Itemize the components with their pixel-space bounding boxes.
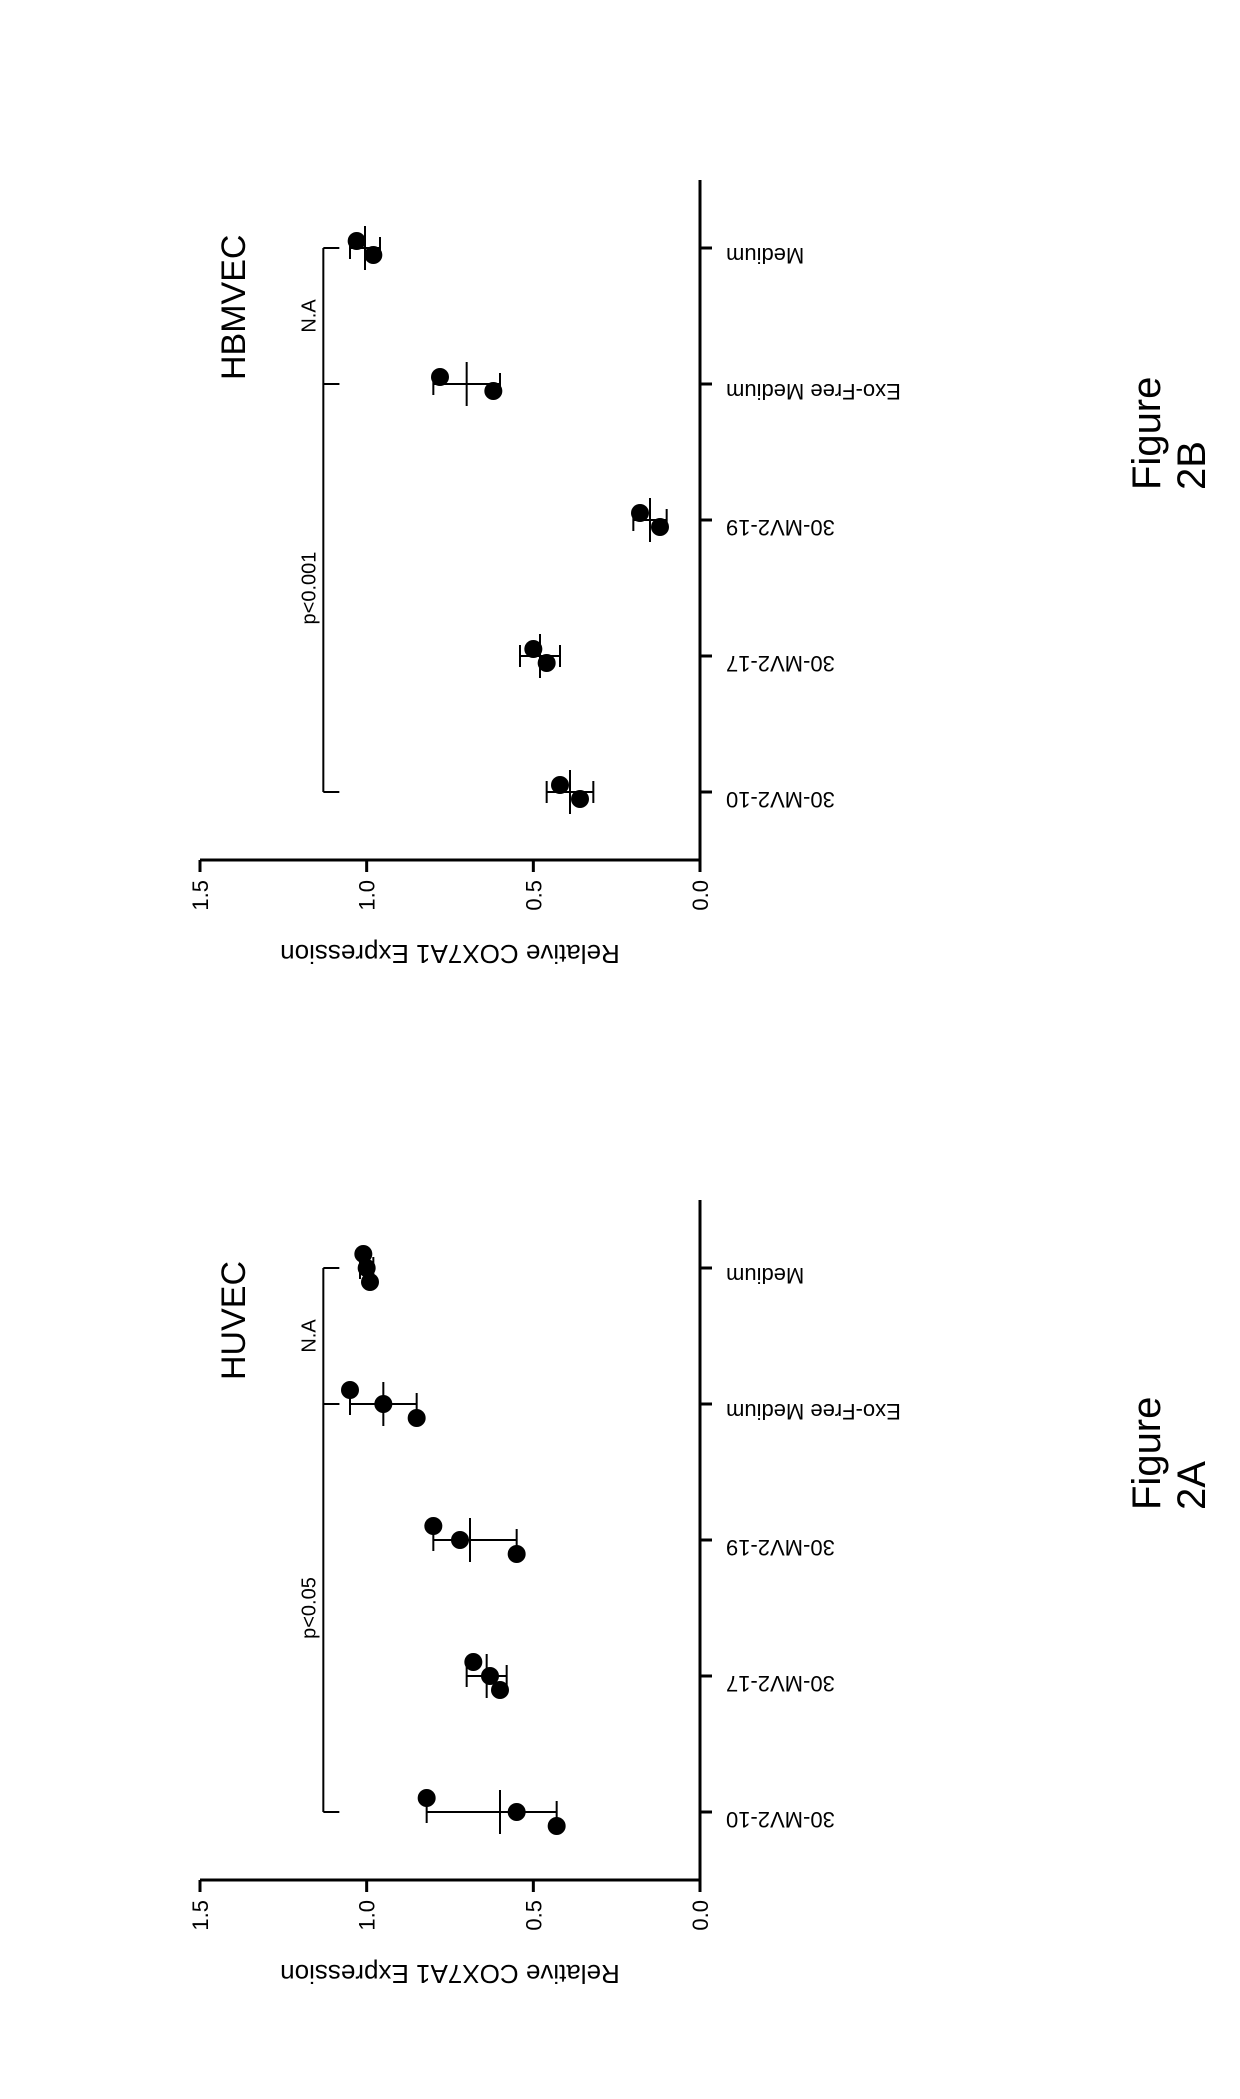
page: 0.0 0.5 1.0 1.5 Relative COX7A1 Expression 30…	[0, 0, 1240, 2099]
svg-text:0.5: 0.5	[521, 880, 546, 911]
svg-text:Relative COX7A1 Expression: Relative COX7A1 Expression	[280, 1959, 620, 1989]
svg-text:1.5: 1.5	[188, 1900, 213, 1931]
svg-text:Exo-Free Medium: Exo-Free Medium	[726, 1399, 901, 1424]
svg-text:0.0: 0.0	[688, 880, 713, 911]
svg-text:1.0: 1.0	[355, 1900, 380, 1931]
svg-text:30-MV2-17: 30-MV2-17	[726, 1671, 835, 1696]
figure-b-title: HBMVEC	[215, 235, 254, 380]
svg-text:p<0.001: p<0.001	[298, 552, 320, 625]
figure-a: 0.0 0.5 1.0 1.5 Relative COX7A1 Expression 30…	[120, 1100, 1020, 2000]
chart-b-svg: 0.0 0.5 1.0 1.5 Relative COX7A1 Expression 30…	[120, 80, 1020, 980]
figure-b: 0.0 0.5 1.0 1.5 Relative COX7A1 Expression 30…	[120, 80, 1020, 980]
svg-text:30-MV2-19: 30-MV2-19	[726, 515, 835, 540]
svg-text:1.0: 1.0	[355, 880, 380, 911]
svg-text:30-MV2-17: 30-MV2-17	[726, 651, 835, 676]
figure-b-label: Figure 2B	[1125, 375, 1215, 490]
svg-text:0.0: 0.0	[688, 1900, 713, 1931]
figure-a-label: Figure 2A	[1125, 1395, 1215, 1510]
svg-text:p<0.05: p<0.05	[298, 1577, 320, 1639]
svg-text:Exo-Free Medium: Exo-Free Medium	[726, 379, 901, 404]
svg-text:Relative COX7A1 Expression: Relative COX7A1 Expression	[280, 939, 620, 969]
svg-text:Medium: Medium	[726, 1263, 804, 1288]
svg-text:30-MV2-10: 30-MV2-10	[726, 787, 835, 812]
figure-a-title: HUVEC	[215, 1261, 254, 1380]
chart-a-svg: 0.0 0.5 1.0 1.5 Relative COX7A1 Expression 30…	[120, 1100, 1020, 2000]
svg-text:30-MV2-10: 30-MV2-10	[726, 1807, 835, 1832]
svg-text:Medium: Medium	[726, 243, 804, 268]
svg-text:0.5: 0.5	[521, 1900, 546, 1931]
svg-text:30-MV2-19: 30-MV2-19	[726, 1535, 835, 1560]
svg-text:N.A: N.A	[298, 299, 320, 333]
svg-text:N.A: N.A	[298, 1319, 320, 1353]
svg-text:1.5: 1.5	[188, 880, 213, 911]
